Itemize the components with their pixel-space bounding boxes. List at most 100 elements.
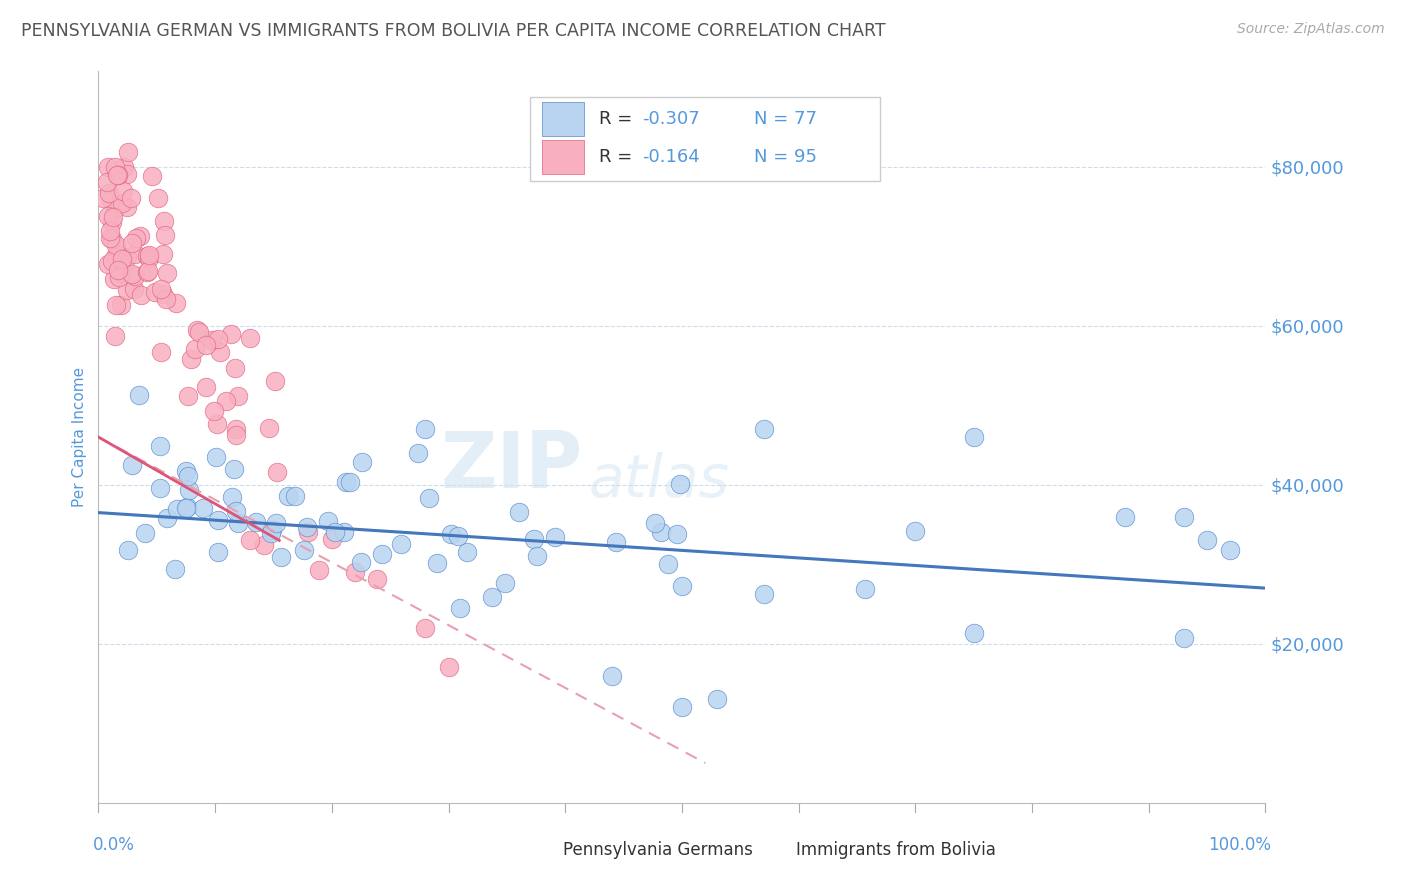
Point: [112, 160, 135, 174]
Point: [297, 524, 319, 539]
Point: [962, 430, 984, 444]
Point: [215, 394, 238, 409]
Point: [292, 543, 315, 558]
Point: [152, 247, 174, 261]
Point: [97, 186, 120, 200]
Point: [1173, 631, 1195, 645]
Y-axis label: Per Capita Income: Per Capita Income: [72, 367, 87, 508]
Point: [100, 193, 122, 207]
Point: [332, 524, 354, 539]
Point: [668, 477, 690, 491]
Text: -0.307: -0.307: [643, 110, 700, 128]
Point: [108, 255, 131, 269]
Point: [308, 563, 330, 577]
Point: [1114, 509, 1136, 524]
Point: [205, 450, 228, 464]
Point: [389, 537, 412, 551]
Point: [413, 621, 436, 635]
Point: [270, 549, 292, 564]
Point: [650, 524, 672, 539]
Point: [186, 323, 208, 337]
Point: [266, 465, 288, 479]
Point: [316, 515, 339, 529]
Point: [239, 533, 262, 548]
Point: [208, 345, 231, 359]
Point: [207, 513, 229, 527]
Point: [103, 272, 125, 286]
Point: [152, 287, 174, 301]
FancyBboxPatch shape: [516, 838, 554, 863]
Point: [508, 505, 530, 519]
Point: [177, 469, 200, 483]
Point: [105, 298, 128, 312]
Point: [129, 288, 152, 302]
Point: [180, 351, 202, 366]
Point: [264, 516, 287, 531]
Point: [176, 500, 198, 515]
Point: [226, 516, 249, 530]
Text: Pennsylvania Germans: Pennsylvania Germans: [562, 841, 752, 859]
Text: 0.0%: 0.0%: [93, 836, 135, 854]
Point: [149, 481, 172, 495]
Point: [177, 389, 200, 403]
Point: [418, 491, 440, 505]
Point: [1173, 509, 1195, 524]
Point: [104, 238, 127, 252]
Point: [138, 252, 160, 266]
Point: [526, 549, 548, 564]
Point: [117, 145, 139, 159]
Point: [371, 547, 394, 561]
FancyBboxPatch shape: [749, 838, 787, 863]
Point: [135, 249, 157, 263]
Point: [184, 343, 207, 357]
Point: [263, 375, 285, 389]
Point: [155, 266, 177, 280]
Text: atlas: atlas: [589, 452, 730, 509]
Point: [224, 360, 246, 375]
Point: [439, 660, 461, 674]
Point: [110, 298, 132, 312]
Point: [107, 169, 129, 183]
Point: [201, 333, 224, 347]
Point: [177, 483, 200, 497]
Point: [191, 500, 214, 515]
Point: [136, 264, 159, 278]
Point: [146, 191, 169, 205]
Point: [128, 228, 150, 243]
Text: Source: ZipAtlas.com: Source: ZipAtlas.com: [1237, 22, 1385, 37]
Point: [134, 526, 156, 541]
FancyBboxPatch shape: [541, 102, 583, 136]
Point: [176, 500, 198, 514]
Point: [98, 224, 121, 238]
Point: [260, 526, 283, 541]
Point: [904, 524, 927, 538]
Point: [752, 587, 775, 601]
Text: PENNSYLVANIA GERMAN VS IMMIGRANTS FROM BOLIVIA PER CAPITA INCOME CORRELATION CHA: PENNSYLVANIA GERMAN VS IMMIGRANTS FROM B…: [21, 22, 886, 40]
Point: [350, 454, 373, 468]
Point: [194, 338, 217, 352]
Point: [225, 428, 247, 442]
Point: [110, 252, 132, 266]
Point: [449, 600, 471, 615]
Point: [91, 191, 114, 205]
Text: 100.0%: 100.0%: [1208, 836, 1271, 854]
Point: [600, 668, 623, 682]
Point: [98, 231, 121, 245]
Point: [344, 566, 367, 580]
Point: [124, 269, 146, 284]
Point: [706, 692, 728, 706]
Point: [671, 700, 693, 714]
Text: Immigrants from Bolivia: Immigrants from Bolivia: [796, 841, 995, 859]
Point: [224, 462, 246, 476]
Point: [96, 175, 118, 189]
Point: [110, 248, 132, 262]
Point: [149, 439, 172, 453]
Point: [112, 184, 135, 198]
Point: [138, 248, 160, 262]
Point: [666, 527, 689, 541]
Point: [671, 579, 693, 593]
Point: [111, 196, 134, 211]
Point: [156, 511, 179, 525]
Point: [174, 464, 197, 478]
Point: [117, 542, 139, 557]
